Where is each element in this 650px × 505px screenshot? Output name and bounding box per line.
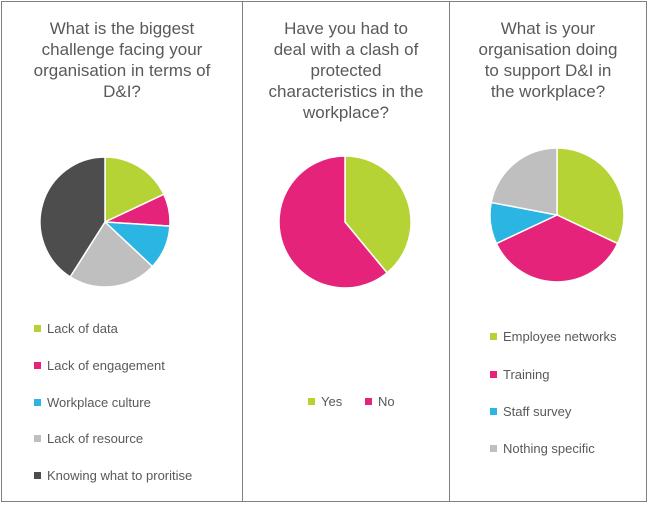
chart-title: What is the biggest challenge facing you… [2, 18, 242, 102]
legend-swatch [34, 362, 41, 369]
legend-swatch [490, 371, 497, 378]
legend-label: Training [503, 367, 550, 382]
chart-title: Have you had to deal with a clash of pro… [243, 18, 449, 123]
legend-swatch [34, 325, 41, 332]
title-line: What is the biggest [49, 19, 195, 38]
legend-item: Yes [308, 394, 342, 409]
title-line: What is your [500, 19, 596, 38]
title-line: Have you had to [284, 19, 408, 38]
legend-label: Lack of resource [47, 431, 144, 446]
legend-label: Yes [321, 394, 343, 409]
pie-slice-yes [344, 155, 412, 274]
legend-label: Employee networks [503, 329, 617, 344]
legend-swatch [34, 399, 41, 406]
legend-item: Staff survey [490, 404, 571, 419]
legend-item: Lack of resource [34, 431, 143, 446]
legend-label: Knowing what to proritise [47, 468, 193, 483]
chart-panel-clash: Have you had to deal with a clash of pro… [243, 0, 449, 505]
title-line: organisation in terms of [33, 61, 211, 80]
legend-swatch [34, 472, 41, 479]
legend-item: No [365, 394, 395, 409]
legend-item: Employee networks [490, 329, 616, 344]
pie-slice-lack-of-resource [69, 220, 154, 288]
legend-swatch [365, 398, 372, 405]
title-line: challenge facing your [41, 40, 203, 59]
legend-label: Staff survey [503, 404, 572, 419]
pie-slice-training [495, 214, 619, 283]
title-line: characteristics in the [268, 82, 424, 101]
pie-chart [489, 147, 625, 283]
legend-label: No [378, 394, 395, 409]
legend-swatch [490, 408, 497, 415]
chart-title: What is your organisation doing to suppo… [450, 18, 646, 102]
panel-divider [242, 1, 243, 502]
legend-swatch [490, 445, 497, 452]
legend-swatch [490, 333, 497, 340]
title-line: the workplace? [490, 82, 606, 101]
legend-label: Lack of data [47, 321, 118, 336]
legend-item: Knowing what to proritise [34, 468, 192, 483]
pie-chart [278, 155, 412, 289]
pie-slice-nothing-specific [490, 147, 558, 216]
legend-swatch [308, 398, 315, 405]
pie-slice-employee-networks [556, 147, 625, 245]
legend-label: Workplace culture [47, 395, 151, 410]
title-line: to support D&I in [484, 61, 612, 80]
title-line: organisation doing [478, 40, 618, 59]
chart-panel-support: What is your organisation doing to suppo… [450, 0, 646, 505]
panel-divider [449, 1, 450, 502]
legend-item: Nothing specific [490, 441, 595, 456]
legend-label: Lack of engagement [47, 358, 165, 373]
legend-item: Lack of data [34, 321, 118, 336]
legend-item: Training [490, 367, 549, 382]
legend-item: Lack of engagement [34, 358, 165, 373]
chart-panel-challenge: What is the biggest challenge facing you… [2, 0, 242, 505]
pie-slice-knowing-what-to-proritise [39, 156, 106, 278]
title-line: workplace? [303, 103, 389, 122]
pie-slice-no [278, 155, 389, 289]
legend-item: Workplace culture [34, 395, 151, 410]
legend-swatch [34, 435, 41, 442]
title-line: deal with a clash of [273, 40, 419, 59]
legend-label: Nothing specific [503, 441, 595, 456]
title-line: protected [310, 61, 382, 80]
pie-slice-lack-of-data [104, 156, 165, 224]
pie-chart [39, 156, 171, 288]
title-line: D&I? [103, 82, 141, 101]
